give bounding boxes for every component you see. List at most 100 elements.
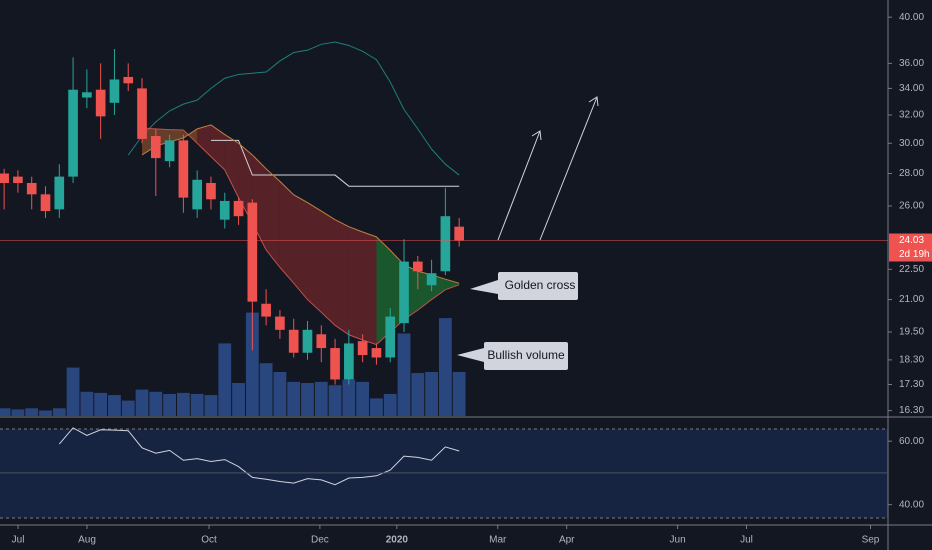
candle-body — [40, 194, 51, 212]
volume-bar — [121, 400, 135, 416]
ma-ribbon — [362, 232, 377, 345]
ma-ribbon — [307, 202, 322, 313]
candle-body — [82, 92, 92, 98]
countdown-tag — [889, 247, 932, 262]
x-tick-label: Jun — [670, 535, 686, 546]
volume-bar — [66, 367, 80, 416]
rsi-tick-label: 40.00 — [899, 499, 924, 510]
ma-ribbon — [321, 211, 336, 326]
y-tick-label: 28.00 — [899, 168, 924, 179]
ma-ribbon — [210, 124, 225, 170]
x-tick-label: Mar — [489, 535, 507, 546]
y-tick-label: 40.00 — [899, 12, 924, 23]
volume-bar — [452, 372, 466, 416]
volume-bar — [80, 391, 94, 416]
volume-bar — [314, 381, 328, 416]
y-tick-label: 21.00 — [899, 294, 924, 305]
y-tick-label: 18.30 — [899, 355, 924, 366]
upper-band — [127, 41, 460, 176]
ma-ribbon — [445, 279, 460, 290]
volume-bar — [425, 372, 438, 416]
last-price-tag — [889, 233, 932, 248]
x-tick-label: Aug — [78, 535, 96, 546]
candle-body — [123, 76, 134, 84]
volume-bar — [176, 392, 190, 416]
forecast-arrows — [497, 96, 599, 241]
volume-bar — [273, 372, 287, 416]
volume-bar — [301, 383, 314, 416]
volume-bar — [232, 383, 245, 416]
rsi-tick-label: 60.00 — [899, 436, 924, 447]
volume-bar — [370, 398, 383, 416]
candle-body — [233, 200, 244, 217]
y-tick-label: 16.30 — [899, 405, 924, 416]
candle-body — [371, 348, 382, 358]
candle-body — [302, 329, 313, 353]
y-tick-label: 30.00 — [899, 138, 924, 149]
y-tick-label: 19.50 — [899, 327, 924, 338]
candle-body — [454, 226, 464, 241]
candle-body — [54, 176, 65, 210]
y-tick-label: 26.00 — [899, 201, 924, 212]
volume-bar — [342, 379, 356, 416]
annotation: Golden cross — [505, 278, 576, 292]
candle-body — [316, 334, 327, 349]
candle-body — [26, 182, 37, 195]
y-tick-label: 32.00 — [899, 110, 924, 121]
volume-bar — [0, 408, 11, 416]
countdown-label: 2d 19h — [899, 249, 930, 260]
volume-bar — [108, 395, 121, 416]
callout: Bullish volume — [457, 342, 568, 370]
rsi-line — [58, 427, 460, 486]
x-tick-label: Jul — [740, 535, 753, 546]
y-tick-label: 22.50 — [899, 264, 924, 275]
y-tick-label: 34.00 — [899, 83, 924, 94]
volume-bar — [52, 408, 66, 416]
last-price-label: 24.03 — [899, 235, 924, 246]
candle-body — [440, 216, 451, 272]
volume-bar — [190, 394, 204, 416]
ma-ribbon — [335, 219, 349, 335]
volume-bar — [163, 394, 176, 416]
ma-ribbon — [197, 124, 211, 157]
volume-bar — [259, 363, 273, 416]
y-tick-label: 17.30 — [899, 379, 924, 390]
candle-body — [288, 329, 299, 353]
candle-body — [275, 316, 285, 330]
price-pane — [0, 41, 888, 486]
step-line — [210, 139, 460, 187]
volume-bar — [397, 333, 411, 416]
candle-body — [13, 176, 23, 183]
candle-body — [0, 173, 9, 183]
volume-bar — [383, 394, 397, 416]
candle-body — [178, 140, 189, 198]
candle-body — [399, 261, 409, 324]
candle-body — [247, 202, 258, 302]
candle-body — [219, 200, 230, 220]
x-tick-label: Dec — [311, 535, 329, 546]
candle-body — [109, 79, 120, 103]
volume-bar — [11, 409, 25, 416]
x-tick-label: Apr — [559, 535, 575, 546]
candle-body — [206, 182, 216, 200]
volume-bar — [438, 318, 452, 416]
candle-body — [95, 89, 106, 117]
candle-body — [426, 273, 437, 286]
volume-bar — [25, 408, 39, 416]
volume-bar — [135, 389, 149, 416]
volume-bar — [328, 385, 342, 416]
candle-body — [344, 343, 354, 380]
candle-body — [68, 89, 78, 177]
annotation: Bullish volume — [487, 348, 565, 362]
candle-body — [412, 261, 423, 272]
volume-bar — [287, 381, 301, 416]
candle-body — [385, 316, 396, 358]
x-tick-label: 2020 — [386, 535, 409, 546]
volume-bar — [94, 392, 108, 416]
ma-ribbon — [279, 181, 294, 284]
candle-body — [137, 88, 147, 139]
ma-ribbon — [348, 226, 363, 340]
candle-body — [164, 140, 175, 162]
volume-bar — [149, 391, 163, 416]
